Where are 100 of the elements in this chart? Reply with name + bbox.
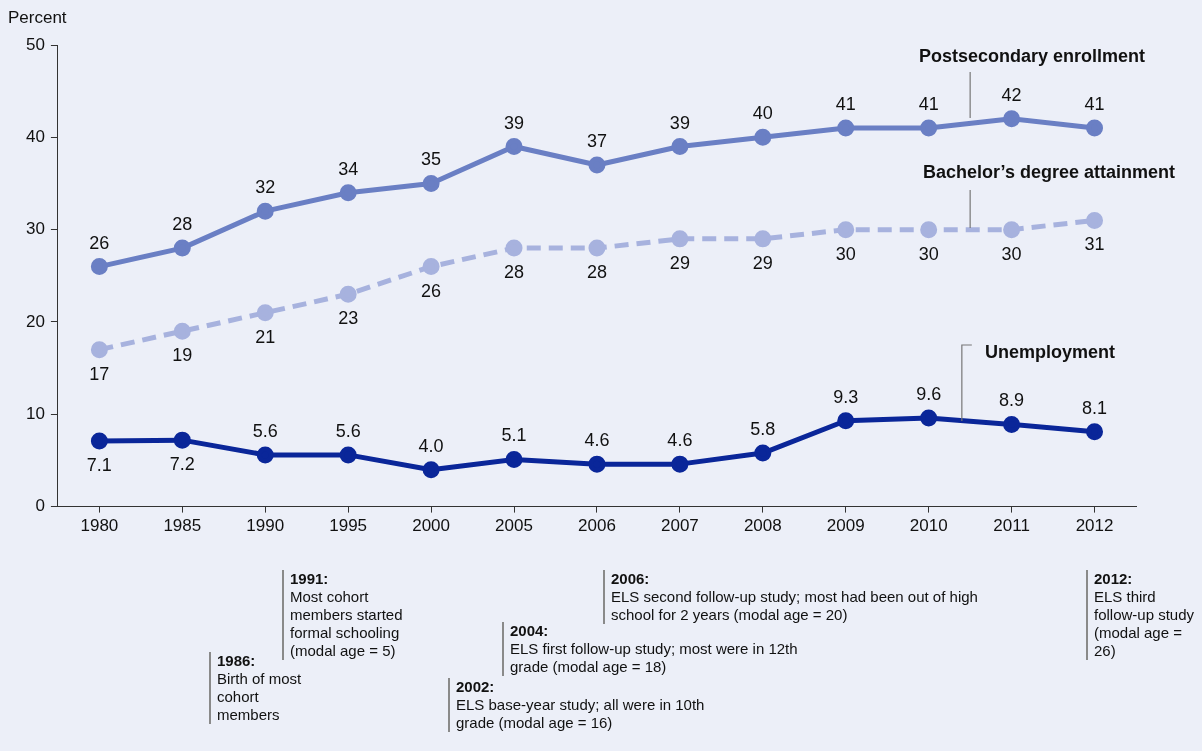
point (90, 341, 108, 359)
data-label: 29 (752, 252, 773, 273)
y-tick-label: 50 (25, 34, 45, 54)
point (256, 202, 274, 220)
x-tick-label: 2011 (993, 516, 1030, 536)
x-tick-label: 1995 (329, 516, 368, 536)
data-label: 30 (1001, 243, 1022, 264)
data-label: 28 (586, 262, 607, 283)
point (339, 285, 357, 303)
point (90, 258, 108, 276)
y-tick-label: 30 (25, 219, 45, 239)
text: 2012: ELS third follow-up study (modal age = 26) (1086, 570, 1200, 660)
data-label: 5.1 (501, 425, 527, 446)
point (1086, 423, 1104, 441)
data-label: 4.6 (667, 430, 693, 451)
data-label: 7.1 (86, 455, 112, 476)
data-label: 41 (1084, 94, 1105, 115)
text: Unemployment (985, 342, 1116, 362)
point (588, 156, 606, 174)
point (837, 119, 855, 137)
data-label: 37 (586, 130, 607, 151)
text: 2004: ELS first follow-up study; most were in 12th grade (modal age = 18) (502, 622, 812, 676)
data-label: 17 (89, 363, 110, 384)
point (671, 230, 689, 248)
text: 2002: ELS base-year study; all were in 10th grade (modal age = 16) (448, 678, 718, 732)
x-tick-label: 2010 (909, 516, 948, 536)
data-label: 39 (504, 112, 525, 133)
point (920, 119, 938, 137)
data-label: 4.6 (584, 430, 610, 451)
data-label: 21 (255, 326, 276, 347)
data-label: 28 (172, 214, 193, 235)
point (256, 446, 274, 464)
x-tick-label: 1990 (246, 516, 285, 536)
x-tick-label: 2008 (743, 516, 782, 536)
point (671, 455, 689, 473)
data-label: 5.8 (750, 419, 776, 440)
point (173, 322, 191, 340)
point (754, 128, 772, 146)
point (671, 138, 689, 156)
y-tick-label: 20 (25, 311, 45, 331)
point (837, 412, 855, 430)
text: Postsecondary enrollment (918, 46, 1145, 66)
point (1086, 119, 1104, 137)
y-tick-label: 0 (35, 496, 45, 516)
y-tick-label: 40 (25, 127, 45, 147)
x-tick-label: 2007 (660, 516, 699, 536)
point (256, 304, 274, 322)
y-tick-label: 10 (25, 403, 45, 423)
point (505, 451, 523, 469)
x-tick-label: 1980 (80, 516, 119, 536)
data-label: 41 (918, 94, 939, 115)
data-label: 9.3 (833, 386, 859, 407)
point (754, 230, 772, 248)
x-tick-label: 2009 (826, 516, 865, 536)
point (754, 444, 772, 462)
data-label: 8.1 (1082, 397, 1108, 418)
data-label: 40 (752, 103, 773, 124)
point (422, 174, 440, 192)
point (339, 184, 357, 202)
y-axis-title: Percent (8, 8, 67, 27)
point (588, 455, 606, 473)
data-label: 26 (421, 280, 442, 301)
point (90, 432, 108, 450)
point (1086, 211, 1104, 229)
data-label: 34 (338, 158, 359, 179)
data-label: 28 (504, 262, 525, 283)
point (422, 258, 440, 276)
data-label: 29 (669, 252, 690, 273)
data-label: 4.0 (418, 435, 444, 456)
data-label: 19 (172, 345, 193, 366)
point (1003, 221, 1021, 239)
point (173, 239, 191, 257)
point (588, 239, 606, 257)
data-label: 39 (669, 112, 690, 133)
text: Bachelor’s degree attainment (922, 162, 1175, 182)
point (339, 446, 357, 464)
point (837, 221, 855, 239)
data-label: 9.6 (916, 383, 942, 404)
data-label: 41 (835, 94, 856, 115)
data-label: 5.6 (252, 420, 278, 441)
point (422, 461, 440, 479)
point (505, 239, 523, 257)
data-label: 23 (338, 308, 359, 329)
x-tick-label: 2005 (495, 516, 533, 536)
text: 2006: ELS second follow-up study; most had been out of high school for 2 years (modal age = 20) (603, 570, 993, 624)
point (1003, 110, 1021, 128)
x-tick-label: 2012 (1075, 516, 1114, 536)
data-label: 5.6 (335, 420, 361, 441)
point (505, 138, 523, 156)
x-tick-label: 1985 (163, 516, 202, 536)
point (173, 431, 191, 449)
data-label: 7.2 (169, 454, 195, 475)
data-label: 31 (1084, 234, 1105, 255)
data-label: 32 (255, 177, 276, 198)
x-tick-label: 2006 (578, 516, 616, 536)
point (1003, 415, 1021, 433)
data-label: 8.9 (999, 390, 1025, 411)
point (920, 409, 938, 427)
data-label: 30 (918, 243, 939, 264)
data-label: 35 (421, 149, 442, 170)
